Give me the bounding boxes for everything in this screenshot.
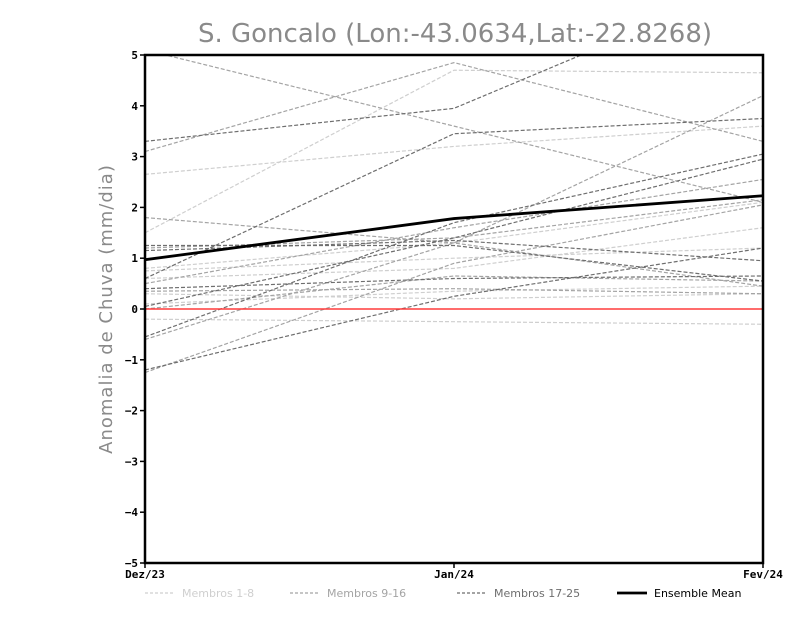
legend-label: Membros 9-16 <box>327 587 406 600</box>
member-series-line-g2-1 <box>145 61 763 153</box>
y-tick-label: 1 <box>131 252 138 265</box>
member-series-line-g1-1 <box>145 69 763 234</box>
member-series-line-g2-5 <box>145 178 763 285</box>
member-series-line-g3-5 <box>145 247 763 371</box>
y-tick-label: −1 <box>125 354 139 367</box>
member-series-line-g1-5 <box>145 293 763 300</box>
legend-label: Membros 17-25 <box>494 587 580 600</box>
y-tick-label: −2 <box>125 405 138 418</box>
member-series-line-g1-2 <box>145 125 763 175</box>
legend-label: Ensemble Mean <box>654 587 741 600</box>
y-tick-label: 5 <box>131 49 138 62</box>
y-tick-label: −5 <box>125 557 138 570</box>
member-series-line-g3-2 <box>145 117 763 280</box>
member-series-line-g3-6 <box>145 158 763 308</box>
member-series-line-g2-7 <box>145 275 763 310</box>
member-series-line-g2-8 <box>145 204 763 374</box>
member-series-line-g3-8 <box>145 275 763 290</box>
member-series-line-g2-9 <box>145 288 763 295</box>
y-tick-label: −4 <box>125 506 139 519</box>
ensemble-mean-layer <box>145 194 763 262</box>
member-series-line-g3-1 <box>145 55 583 142</box>
y-axis-ticks: −5 −4 −3 −2 −1 0 1 2 3 4 5 <box>125 49 145 570</box>
x-axis-ticks: Dez/23 Jan/24 Fev/24 <box>125 563 783 581</box>
legend: Membros 1-8 Membros 9-16 Membros 17-25 Ense… <box>145 587 741 600</box>
legend-label: Membros 1-8 <box>182 587 254 600</box>
y-tick-label: −3 <box>125 455 138 468</box>
y-tick-label: 3 <box>131 151 138 164</box>
y-tick-label: 0 <box>131 303 138 316</box>
member-series-line-g1-4 <box>145 227 763 280</box>
x-tick-label: Jan/24 <box>434 568 474 581</box>
member-series-line-g1-7 <box>145 285 763 305</box>
member-series-line-g2-2 <box>163 55 763 203</box>
chart-title: S. Goncalo (Lon:-43.0634,Lat:-22.8268) <box>198 19 712 49</box>
member-series-line-g1-6 <box>145 318 763 325</box>
member-series-line-g1-3 <box>145 201 763 269</box>
x-tick-label: Fev/24 <box>743 568 783 581</box>
y-tick-label: 4 <box>131 100 138 113</box>
x-tick-label: Dez/23 <box>125 568 165 581</box>
y-axis-label: Anomalia de Chuva (mm/dia) <box>96 164 117 454</box>
y-tick-label: 2 <box>131 201 138 214</box>
member-series-line-g1-8 <box>145 247 763 272</box>
member-series-line-g2-3 <box>145 216 763 287</box>
ensemble-mean-line <box>145 194 763 262</box>
member-series-line-g3-3 <box>145 153 763 338</box>
